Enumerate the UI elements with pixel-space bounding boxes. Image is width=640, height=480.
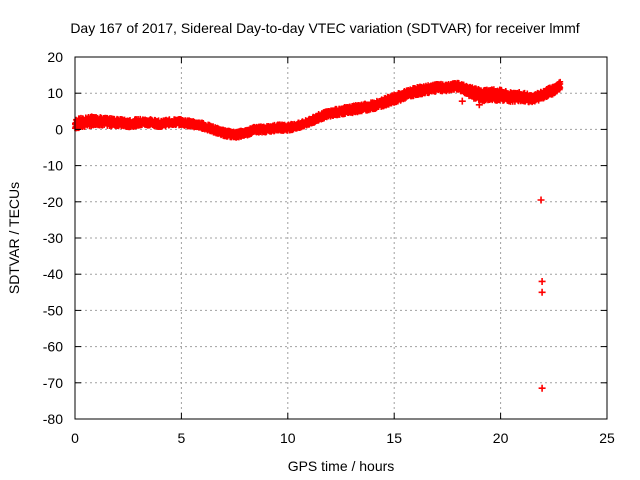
chart-title: Day 167 of 2017, Sidereal Day-to-day VTE… [70,20,579,36]
data-point [537,196,545,204]
y-tick-label: -70 [43,375,63,391]
x-tick-label: 15 [386,430,402,446]
y-tick-label: -10 [43,158,63,174]
x-tick-label: 10 [280,430,296,446]
axis-ticks: 0 5 10 15 20 25 20 10 0 -10 -20 -30 -40 -50 -60 -70 -80 [43,49,615,446]
x-tick-label: 20 [493,430,509,446]
data-point [538,384,546,392]
data-points [72,78,564,392]
y-tick-label: -40 [43,266,63,282]
data-point [538,288,546,296]
data-point [538,277,546,285]
data-point [557,78,564,85]
y-tick-label: -80 [43,411,63,427]
x-tick-label: 5 [178,430,186,446]
y-tick-label: -30 [43,230,63,246]
y-tick-label: -20 [43,194,63,210]
x-axis-label: GPS time / hours [288,458,395,474]
y-tick-label: -60 [43,339,63,355]
y-axis-label: SDTVAR / TECUs [6,182,22,294]
y-tick-label: 20 [47,49,63,65]
data-point [458,97,466,105]
data-point [475,101,483,109]
x-tick-label: 0 [71,430,79,446]
y-tick-label: 10 [47,85,63,101]
x-tick-label: 25 [599,430,615,446]
y-tick-label: 0 [55,121,63,137]
grid [75,57,607,419]
y-tick-label: -50 [43,302,63,318]
data-point [557,84,564,91]
